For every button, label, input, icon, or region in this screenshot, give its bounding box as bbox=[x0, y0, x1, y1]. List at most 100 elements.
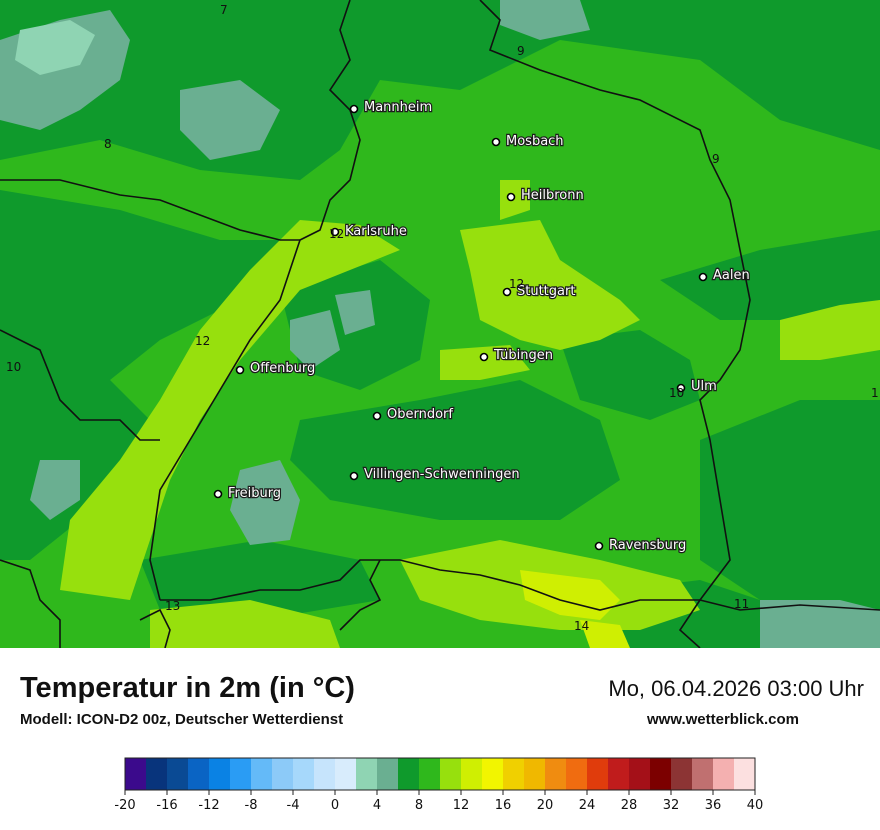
isoline-label: 12 bbox=[195, 334, 210, 348]
legend-swatches bbox=[125, 758, 756, 790]
city-label-ulm: Ulm bbox=[691, 379, 717, 394]
city-label-offenburg: Offenburg bbox=[250, 361, 315, 376]
city-dot bbox=[330, 227, 340, 237]
isoline-label: 14 bbox=[574, 619, 589, 633]
city-freiburg: Freiburg bbox=[213, 485, 282, 502]
city-offenburg: Offenburg bbox=[235, 360, 316, 377]
legend-swatch bbox=[713, 758, 735, 790]
legend-tick: 32 bbox=[663, 798, 680, 813]
legend-swatch bbox=[209, 758, 231, 790]
city-label-mosbach: Mosbach bbox=[506, 134, 564, 149]
legend-tick: 16 bbox=[495, 798, 512, 813]
city-heilbronn: Heilbronn bbox=[506, 187, 585, 204]
city-mannheim: Mannheim bbox=[349, 99, 433, 116]
isoline-label: 12 bbox=[509, 277, 524, 291]
city-dot bbox=[491, 137, 501, 147]
map-title: Temperatur in 2m (in °C) bbox=[20, 672, 355, 704]
temperature-map: Mannheim Mosbach Heilbronn Karlsruhe Aal… bbox=[0, 0, 880, 648]
city-mosbach: Mosbach bbox=[491, 133, 565, 150]
city-dot bbox=[594, 541, 604, 551]
city-label-karlsruhe: Karlsruhe bbox=[345, 224, 407, 239]
legend-swatch bbox=[524, 758, 546, 790]
legend-swatch bbox=[398, 758, 420, 790]
legend-tick: 12 bbox=[453, 798, 470, 813]
legend-swatch bbox=[629, 758, 651, 790]
city-dot bbox=[213, 489, 223, 499]
city-label-aalen: Aalen bbox=[713, 268, 750, 283]
city-dot bbox=[479, 352, 489, 362]
borders bbox=[0, 0, 880, 648]
legend-ticks: -20 -16 -12 -8 -4 0 4 8 12 16 20 24 28 3… bbox=[114, 790, 763, 813]
city-label-ravensburg: Ravensburg bbox=[609, 538, 686, 553]
city-markers: Mannheim Mosbach Heilbronn Karlsruhe Aal… bbox=[213, 99, 751, 554]
zone-14-16 bbox=[520, 570, 630, 648]
legend-tick: -4 bbox=[287, 798, 300, 813]
isoline-label: 9 bbox=[712, 152, 720, 166]
isoline-labels: 7 9 8 9 12 12 10 12 10 1 13 14 11 bbox=[6, 3, 879, 633]
city-label-oberndorf: Oberndorf bbox=[387, 407, 453, 422]
legend-swatch bbox=[335, 758, 357, 790]
isoline-label: 13 bbox=[165, 599, 180, 613]
legend-swatch bbox=[188, 758, 210, 790]
legend-tick: 8 bbox=[415, 798, 423, 813]
legend-tick: -16 bbox=[156, 798, 177, 813]
city-villingen-schwenningen: Villingen-Schwenningen bbox=[349, 466, 521, 483]
city-dot bbox=[235, 365, 245, 375]
city-dot bbox=[349, 471, 359, 481]
legend-tick: 40 bbox=[747, 798, 764, 813]
city-label-stuttgart: Stuttgart bbox=[517, 284, 575, 299]
city-oberndorf: Oberndorf bbox=[372, 406, 455, 423]
legend-swatch bbox=[314, 758, 336, 790]
city-dot bbox=[698, 272, 708, 282]
color-legend: -20 -16 -12 -8 -4 0 4 8 12 16 20 24 28 3… bbox=[114, 757, 763, 813]
city-dot bbox=[502, 287, 512, 297]
legend-swatch bbox=[461, 758, 483, 790]
legend-swatch bbox=[125, 758, 147, 790]
legend-swatch bbox=[419, 758, 441, 790]
isoline-label: 10 bbox=[6, 360, 21, 374]
legend-swatch bbox=[482, 758, 504, 790]
city-label-tuebingen: Tübingen bbox=[493, 348, 553, 363]
legend-swatch bbox=[356, 758, 378, 790]
legend-swatch bbox=[377, 758, 399, 790]
legend-swatch bbox=[293, 758, 315, 790]
city-ulm: Ulm bbox=[676, 378, 718, 395]
website-link[interactable]: www.wetterblick.com bbox=[647, 711, 799, 728]
city-dot bbox=[372, 411, 382, 421]
city-aalen: Aalen bbox=[698, 267, 751, 284]
isoline-label: 12 bbox=[329, 227, 344, 241]
city-label-heilbronn: Heilbronn bbox=[521, 188, 584, 203]
legend-swatch bbox=[146, 758, 168, 790]
legend-swatch bbox=[251, 758, 273, 790]
city-label-mannheim: Mannheim bbox=[364, 100, 432, 115]
city-karlsruhe: Karlsruhe bbox=[330, 223, 408, 240]
legend-swatch bbox=[503, 758, 525, 790]
legend-swatch bbox=[545, 758, 567, 790]
city-label-villingen-schwenningen: Villingen-Schwenningen bbox=[364, 467, 520, 482]
legend-swatch bbox=[692, 758, 714, 790]
city-dot bbox=[676, 383, 686, 393]
legend-swatch bbox=[587, 758, 609, 790]
city-tuebingen: Tübingen bbox=[479, 347, 554, 364]
legend-swatch bbox=[608, 758, 630, 790]
zone-4-8 bbox=[15, 20, 95, 75]
legend-swatch bbox=[671, 758, 693, 790]
city-dot bbox=[349, 104, 359, 114]
legend-swatch bbox=[272, 758, 294, 790]
isoline-label: 7 bbox=[220, 3, 228, 17]
legend-swatch bbox=[734, 758, 756, 790]
isoline-label: 1 bbox=[871, 386, 879, 400]
legend-tick: 4 bbox=[373, 798, 381, 813]
legend-tick: 0 bbox=[331, 798, 339, 813]
city-stuttgart: Stuttgart bbox=[502, 283, 577, 300]
legend-tick: -12 bbox=[198, 798, 219, 813]
city-label-freiburg: Freiburg bbox=[228, 486, 281, 501]
legend-swatch bbox=[230, 758, 252, 790]
legend-swatch bbox=[167, 758, 189, 790]
legend-tick: -8 bbox=[245, 798, 258, 813]
legend-swatch bbox=[650, 758, 672, 790]
city-dot bbox=[506, 192, 516, 202]
legend-tick: 28 bbox=[621, 798, 638, 813]
legend-swatch bbox=[566, 758, 588, 790]
city-ravensburg: Ravensburg bbox=[594, 537, 687, 554]
